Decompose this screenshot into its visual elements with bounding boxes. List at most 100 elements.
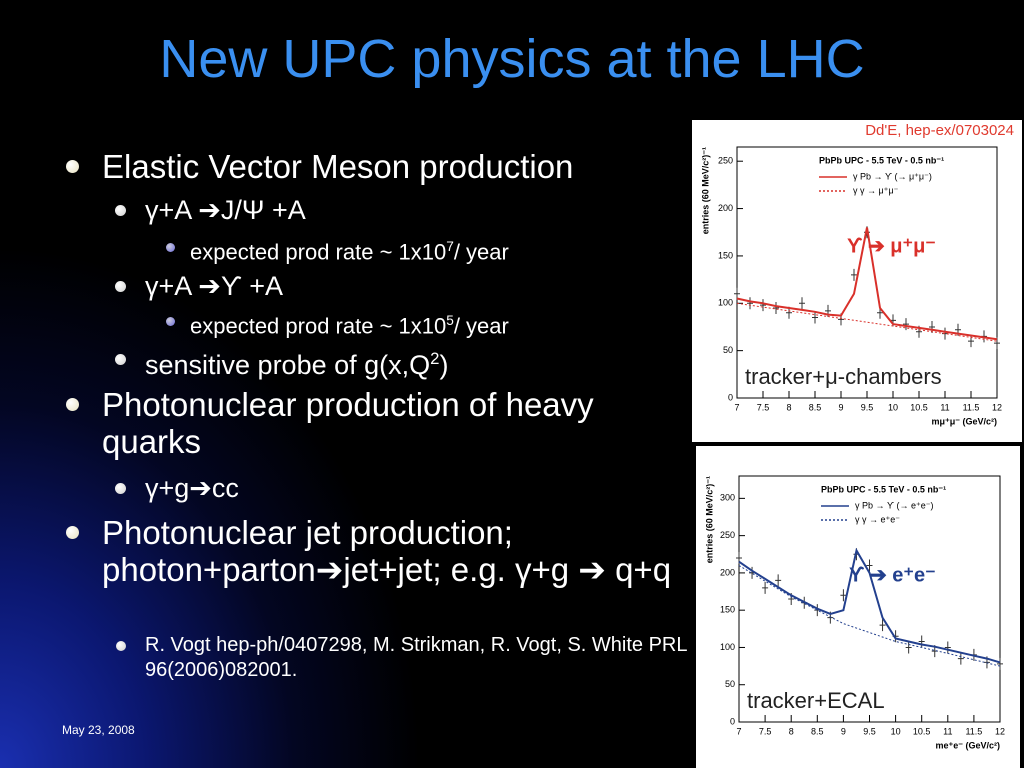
bullet-marker [66,526,79,539]
data-point [747,297,753,310]
y-tick-label: 100 [720,642,735,652]
y-axis-label: entries (60 MeV/c²)⁻¹ [704,476,714,563]
x-tick-label: 10.5 [910,402,928,412]
data-point [957,652,964,665]
y-tick-label: 300 [720,493,735,503]
bullet-text: γ+A ➔ϒ +A [145,271,284,301]
bullet-item: Photonuclear jet production; photon+part… [66,514,692,588]
y-tick-label: 200 [720,567,735,577]
bullet-text: γ+A ➔J/Ψ +A [145,195,306,225]
y-tick-label: 250 [720,530,735,540]
bullet-item: Elastic Vector Meson production [66,148,692,185]
plot-annotation: ϒ ➔ μ⁺μ⁻ [847,235,936,257]
bullet-marker [166,317,175,326]
x-tick-label: 11.5 [963,402,980,412]
legend-label: γ γ → μ⁺μ⁻ [853,185,899,195]
data-point [944,641,951,654]
x-tick-label: 7 [736,726,741,736]
x-tick-label: 10 [888,402,898,412]
y-tick-label: 150 [718,250,733,260]
x-tick-label: 8 [786,402,791,412]
bullet-text: γ+g➔cc [145,473,239,503]
x-tick-label: 9 [838,402,843,412]
bullet-text: / year [453,313,509,339]
x-tick-label: 11 [943,726,952,736]
bullet-marker [115,354,126,365]
y-tick-label: 50 [725,679,735,689]
bullet-text: 5 [446,313,454,328]
bullet-item: expected prod rate ~ 1x105/ year [166,307,690,340]
y-axis-label: entries (60 MeV/c²)⁻¹ [700,147,710,234]
bullet-text: ) [439,350,449,380]
bullet-marker [115,205,126,216]
bullet-marker [115,483,126,494]
bullet-text: Photonuclear production of heavy quarks [102,386,594,460]
y-tick-label: 0 [730,716,735,726]
data-point [840,589,847,602]
fit-curve [738,565,1001,667]
bullet-text: Elastic Vector Meson production [102,148,574,185]
bullet-item: γ+A ➔ϒ +A [115,270,685,302]
data-point [879,619,886,632]
bullet-marker [166,243,175,252]
bullet-text: 2 [430,349,440,368]
legend-label: γ γ → e⁺e⁻ [855,514,900,524]
bullet-marker [66,398,79,411]
bullet-text: / year [453,239,509,265]
legend-label: γ Pb → ϒ (→ μ⁺μ⁻) [853,171,932,181]
x-tick-label: 9 [841,726,846,736]
bullet-item: expected prod rate ~ 1x107/ year [166,233,690,266]
bullet-item: sensitive probe of g(x,Q2) [115,343,685,381]
bullet-marker [115,281,126,292]
legend-label: γ Pb → ϒ (→ e⁺e⁻) [855,500,933,510]
x-tick-label: 12 [992,402,1002,412]
x-tick-label: 7.5 [759,726,772,736]
data-point [997,657,1003,670]
plot-caption: tracker+μ-chambers [745,364,942,389]
plot-annotation: ϒ ➔ e⁺e⁻ [849,564,936,586]
y-tick-label: 100 [718,298,733,308]
bullet-item: γ+g➔cc [115,472,685,504]
bullet-item: R. Vogt hep-ph/0407298, M. Strikman, R. … [116,633,690,683]
data-point [929,320,935,333]
x-tick-label: 11 [940,402,949,412]
x-tick-label: 7.5 [757,402,770,412]
bullet-item: γ+A ➔J/Ψ +A [115,194,685,226]
data-point [734,287,740,300]
slide-title: New UPC physics at the LHC [159,29,865,89]
x-tick-label: 8.5 [809,402,822,412]
data-point [851,268,857,281]
data-point [762,581,769,594]
bullet-text: expected prod rate ~ 1x10 [190,313,447,339]
plot-source: Dd'E, hep-ex/0703024 [865,122,1014,139]
y-tick-label: 250 [718,156,733,166]
data-point [905,641,912,654]
data-point [812,311,818,324]
y-tick-label: 0 [728,392,733,402]
x-tick-label: 10.5 [913,726,931,736]
data-point [760,299,766,312]
bullet-text: R. Vogt hep-ph/0407298, M. Strikman, R. … [145,634,687,681]
data-point [866,559,873,572]
slide-date: May 23, 2008 [62,723,135,737]
x-axis-label: mμ⁺μ⁻ (GeV/c²) [931,416,997,426]
x-tick-label: 10 [891,726,901,736]
x-tick-label: 9.5 [863,726,876,736]
bullet-marker [116,641,126,651]
bullet-marker [66,160,79,173]
bullet-text: expected prod rate ~ 1x10 [190,239,447,265]
data-point [903,318,909,331]
x-tick-label: 12 [995,726,1005,736]
legend-title: PbPb UPC - 5.5 TeV - 0.5 nb⁻¹ [821,484,946,494]
plot-background [696,446,1020,768]
x-tick-label: 8 [789,726,794,736]
x-axis-label: me⁺e⁻ (GeV/c²) [935,740,1000,750]
bullet-text: sensitive probe of g(x,Q [145,350,431,380]
fit-curve [738,547,1001,664]
x-tick-label: 11.5 [965,726,982,736]
y-tick-label: 200 [718,203,733,213]
legend-title: PbPb UPC - 5.5 TeV - 0.5 nb⁻¹ [819,155,944,165]
bullet-text: 7 [446,239,454,254]
x-tick-label: 9.5 [861,402,874,412]
